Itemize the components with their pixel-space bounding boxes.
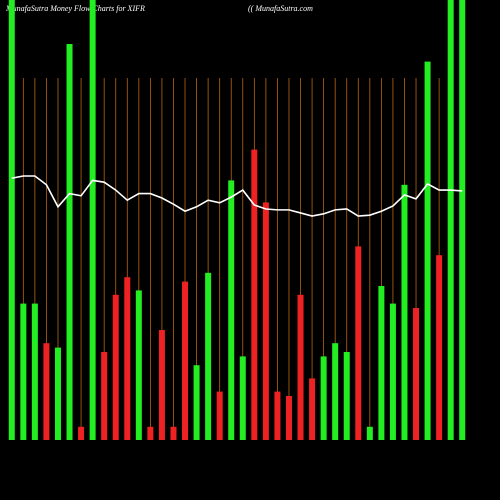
bar: [66, 44, 73, 440]
bar: [20, 303, 27, 440]
bar: [332, 343, 339, 440]
bar: [389, 303, 396, 440]
chart-subtitle: (( MunafaSutra.com: [248, 4, 313, 13]
bar: [158, 330, 165, 440]
bar: [228, 180, 235, 440]
bar: [239, 356, 246, 440]
bar: [54, 347, 61, 440]
bar: [378, 286, 385, 440]
bar: [89, 0, 96, 440]
chart-title: MunafaSutra Money Flow Charts for XIFR: [5, 4, 145, 13]
bar: [78, 426, 85, 440]
bar: [320, 356, 327, 440]
bar: [297, 294, 304, 440]
bar: [112, 294, 119, 440]
bar: [436, 255, 443, 440]
bar: [205, 272, 212, 440]
bar: [447, 0, 454, 440]
bar: [355, 246, 362, 440]
bar: [182, 281, 189, 440]
bar: [251, 149, 258, 440]
bar: [193, 365, 200, 440]
bar: [31, 303, 38, 440]
bar: [170, 426, 177, 440]
bar: [274, 391, 281, 440]
bar: [309, 378, 316, 440]
flow-line: [11, 175, 463, 217]
bar: [343, 352, 350, 440]
bar: [401, 184, 408, 440]
bar: [424, 61, 431, 440]
bar: [285, 396, 292, 440]
bar: [8, 0, 15, 440]
bar: [43, 343, 50, 440]
bar: [366, 426, 373, 440]
bar: [262, 202, 269, 440]
bar: [413, 308, 420, 440]
bar: [216, 391, 223, 440]
bar: [124, 277, 131, 440]
bar: [135, 290, 142, 440]
bar: [101, 352, 108, 440]
bar: [147, 426, 154, 440]
bar: [459, 0, 466, 440]
